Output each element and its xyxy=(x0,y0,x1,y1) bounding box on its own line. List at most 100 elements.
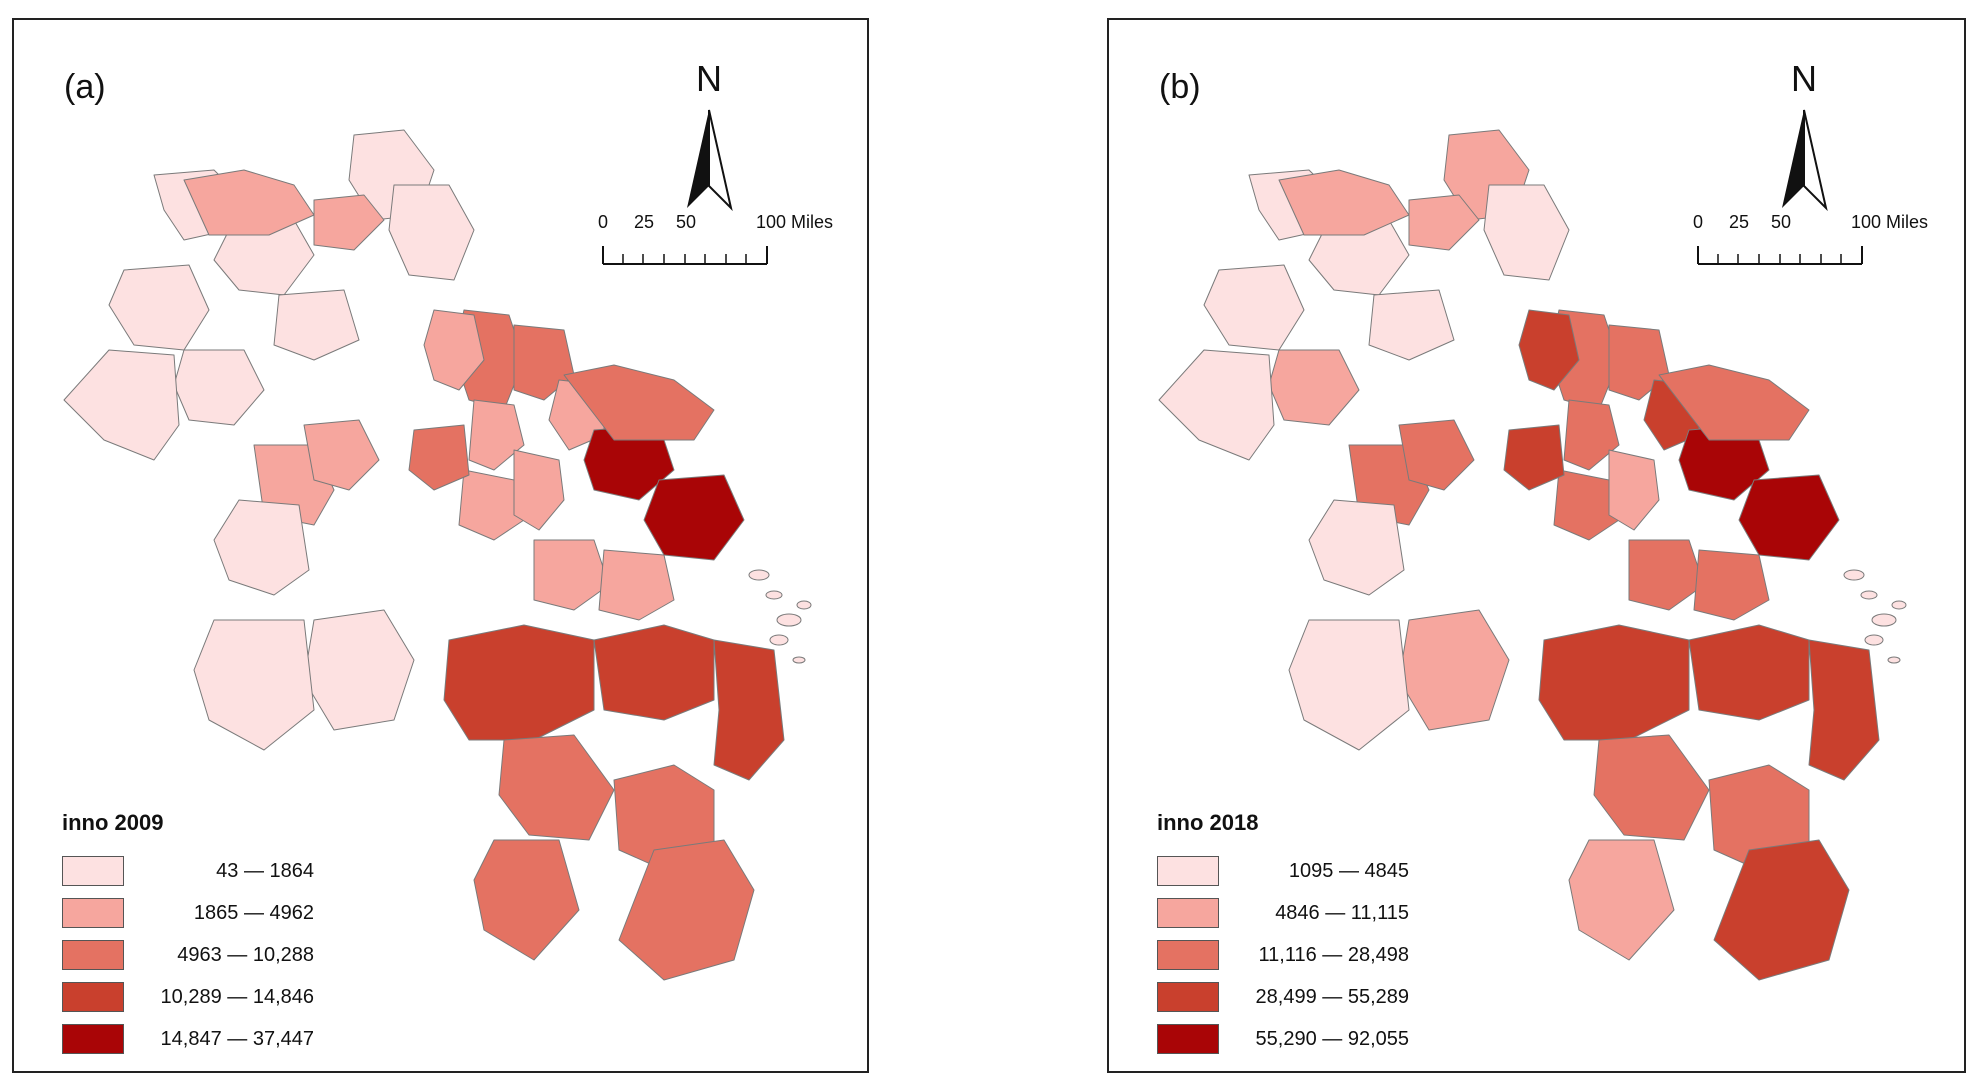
scale-tick-25: 25 xyxy=(1729,212,1750,232)
region xyxy=(1408,194,1480,251)
scale-tick-0: 0 xyxy=(1693,212,1704,232)
legend-swatch xyxy=(1157,1024,1219,1054)
region xyxy=(273,289,360,361)
island xyxy=(748,569,770,581)
region xyxy=(1658,364,1810,441)
region xyxy=(443,624,595,741)
region xyxy=(1398,609,1510,731)
legend-label: 4846 — 11,115 xyxy=(1275,901,1409,924)
legend-swatch xyxy=(1157,898,1219,928)
region xyxy=(1203,264,1305,351)
region xyxy=(1563,399,1620,471)
region xyxy=(1713,839,1850,981)
region xyxy=(1553,469,1620,541)
region xyxy=(473,839,580,961)
region xyxy=(1688,624,1810,721)
north-label: N xyxy=(1791,58,1817,99)
region xyxy=(593,624,715,721)
legend-item: 4846 — 11,115 xyxy=(1157,892,1409,934)
region xyxy=(598,549,675,621)
region xyxy=(1483,184,1570,281)
north-arrow-icon xyxy=(1782,109,1828,212)
region xyxy=(1593,734,1710,841)
panel-label-a: (a) xyxy=(64,68,106,106)
legend-b: inno 2018 1095 — 4845 4846 — 11,115 11,1… xyxy=(1157,810,1409,1060)
island xyxy=(1864,634,1884,646)
choropleth-map-a xyxy=(63,129,812,981)
region xyxy=(1308,499,1405,596)
legend-item: 1865 — 4962 xyxy=(62,892,314,934)
region xyxy=(1158,349,1275,461)
legend-swatch xyxy=(62,1024,124,1054)
legend-label: 1095 — 4845 xyxy=(1288,859,1409,882)
region xyxy=(313,194,385,251)
region xyxy=(303,419,380,491)
region xyxy=(1503,424,1565,491)
island xyxy=(1871,613,1897,627)
legend-label: 10,289 — 14,846 xyxy=(160,985,314,1008)
legend-swatch xyxy=(1157,856,1219,886)
scale-bar-graphic xyxy=(1697,246,1863,265)
island xyxy=(1843,569,1865,581)
region xyxy=(1368,289,1455,361)
island xyxy=(776,613,802,627)
legend-label: 14,847 — 37,447 xyxy=(160,1027,314,1050)
island xyxy=(792,656,806,664)
north-label: N xyxy=(696,58,722,99)
scale-tick-25: 25 xyxy=(634,212,655,232)
region xyxy=(1738,474,1840,561)
scale-tick-100: 100 Miles xyxy=(756,212,834,232)
region xyxy=(643,474,745,561)
legend-label: 55,290 — 92,055 xyxy=(1255,1027,1409,1050)
region xyxy=(1518,309,1580,391)
legend-item: 28,499 — 55,289 xyxy=(1157,976,1409,1018)
scale-tick-100: 100 Miles xyxy=(1851,212,1929,232)
island xyxy=(765,590,783,600)
region xyxy=(63,349,180,461)
region xyxy=(563,364,715,441)
legend-label: 1865 — 4962 xyxy=(193,901,314,924)
region xyxy=(1608,449,1660,531)
legend-swatch xyxy=(62,898,124,928)
scale-bar-a: 0 25 50 100 Miles xyxy=(598,212,862,292)
legend-item: 1095 — 4845 xyxy=(1157,850,1409,892)
region xyxy=(423,309,485,391)
legend-title: inno 2009 xyxy=(62,810,164,835)
island xyxy=(1887,656,1901,664)
scale-tick-50: 50 xyxy=(1771,212,1792,232)
region xyxy=(713,639,785,781)
region xyxy=(1288,619,1410,751)
panel-label-b: (b) xyxy=(1159,68,1201,106)
region xyxy=(1693,549,1770,621)
region xyxy=(108,264,210,351)
region xyxy=(468,399,525,471)
legend-swatch xyxy=(1157,940,1219,970)
region xyxy=(213,499,310,596)
legend-swatch xyxy=(62,940,124,970)
legend-item: 43 — 1864 xyxy=(62,850,314,892)
legend-swatch xyxy=(62,982,124,1012)
island xyxy=(796,600,812,610)
region xyxy=(533,539,610,611)
legend-label: 11,116 — 28,498 xyxy=(1258,943,1410,966)
island xyxy=(769,634,789,646)
legend-item: 55,290 — 92,055 xyxy=(1157,1018,1409,1060)
region xyxy=(498,734,615,841)
legend-swatch xyxy=(62,856,124,886)
region xyxy=(618,839,755,981)
region xyxy=(303,609,415,731)
region xyxy=(408,424,470,491)
region xyxy=(1568,839,1675,961)
choropleth-map-b xyxy=(1158,129,1907,981)
scale-tick-0: 0 xyxy=(598,212,609,232)
legend-swatch xyxy=(1157,982,1219,1012)
region xyxy=(458,469,525,541)
region xyxy=(1808,639,1880,781)
map-panel-b: (b) N 0 25 50 100 Miles inno 2018 1095 —… xyxy=(1107,18,1966,1073)
region xyxy=(193,619,315,751)
region xyxy=(1628,539,1705,611)
legend-label: 28,499 — 55,289 xyxy=(1255,985,1409,1008)
north-arrow-icon xyxy=(687,109,733,212)
legend-item: 11,116 — 28,498 xyxy=(1157,934,1409,976)
island xyxy=(1891,600,1907,610)
